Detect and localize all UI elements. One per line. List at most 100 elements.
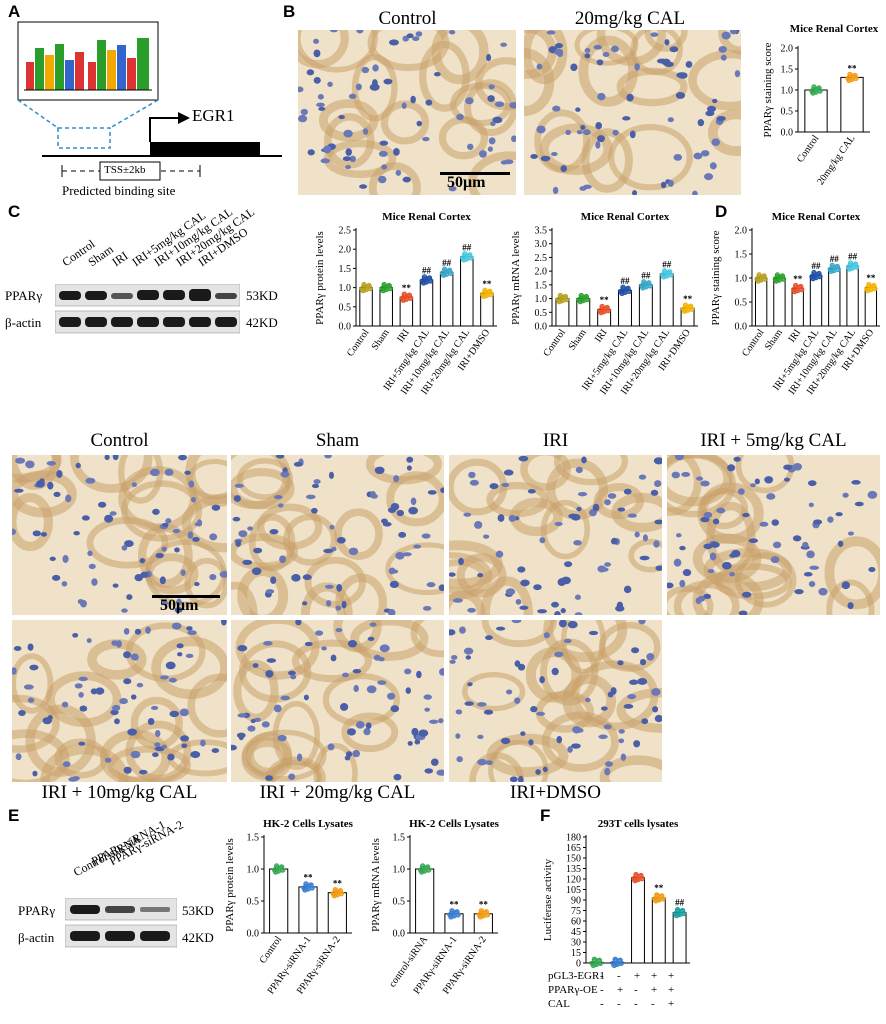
data-point [455, 912, 461, 918]
nucleus [288, 773, 296, 780]
nucleus [404, 668, 412, 675]
nucleus [627, 693, 637, 700]
nucleus [595, 141, 601, 149]
nucleus [540, 155, 551, 162]
nucleus [410, 95, 416, 104]
tubule [324, 113, 375, 169]
nucleus [369, 83, 380, 91]
nucleus [352, 669, 362, 674]
nucleus [554, 48, 564, 56]
nucleus [410, 497, 417, 506]
tubule [667, 455, 736, 518]
nucleus [597, 92, 606, 101]
nucleus [174, 547, 180, 553]
nucleus [623, 585, 632, 594]
nucleus [584, 697, 591, 703]
chart-c2: Mice Renal Cortex PPARγ mRNA levels 0.0 0.5… [510, 211, 698, 397]
nucleus [754, 478, 760, 485]
nucleus [496, 626, 506, 631]
nucleus [818, 587, 828, 596]
nucleus [53, 491, 61, 497]
nucleus [641, 718, 649, 725]
scale-bar-b [440, 172, 510, 175]
nucleus [379, 644, 390, 653]
y-tick-label: 1.0 [781, 86, 794, 97]
nucleus [401, 102, 407, 109]
data-point [481, 293, 487, 300]
data-point [484, 912, 491, 918]
nucleus [247, 526, 254, 531]
nucleus [317, 94, 324, 100]
nucleus [721, 31, 731, 40]
nucleus [430, 758, 439, 766]
tubule [12, 492, 53, 551]
nucleus [847, 531, 855, 536]
nucleus [565, 129, 571, 135]
data-point [647, 283, 653, 289]
data-point [556, 298, 563, 305]
nucleus [667, 582, 674, 589]
nucleus [615, 605, 625, 612]
nucleus [733, 456, 741, 462]
nucleus [265, 775, 274, 781]
data-point [309, 885, 315, 891]
nucleus [280, 695, 290, 701]
data-point [682, 302, 689, 308]
significance-marker: ## [675, 897, 685, 907]
data-point [660, 896, 666, 902]
nucleus [467, 682, 473, 687]
nucleus [664, 39, 670, 46]
y-tick-label: 120 [566, 875, 581, 886]
tubule [673, 580, 740, 615]
bar [439, 271, 454, 327]
tubule [334, 508, 383, 560]
nucleus [162, 522, 169, 527]
nucleus [396, 509, 405, 517]
data-point [401, 291, 408, 297]
nucleus [130, 653, 138, 661]
nucleus [139, 557, 146, 564]
tubule [231, 581, 258, 615]
bar [828, 267, 841, 327]
nucleus [604, 562, 612, 567]
nucleus [277, 734, 287, 742]
bar [419, 279, 434, 327]
nucleus [374, 466, 385, 475]
nucleus [393, 148, 400, 156]
nucleus [576, 506, 582, 512]
nucleus [584, 48, 591, 53]
gene-schematic [17, 21, 282, 181]
nucleus [46, 461, 56, 466]
nucleus [165, 661, 176, 670]
tubule [692, 533, 762, 584]
data-point [640, 285, 646, 291]
nucleus [78, 692, 84, 698]
nucleus [618, 729, 625, 734]
nucleus [555, 42, 564, 49]
nucleus [640, 658, 647, 666]
nucleus [155, 730, 161, 738]
x-tick-label: IRI [395, 327, 412, 344]
nucleus [597, 135, 605, 143]
significance-marker: ## [442, 258, 452, 268]
data-point [633, 871, 639, 878]
tubule [543, 620, 628, 663]
tubule [468, 151, 516, 195]
nucleus [87, 550, 93, 557]
y-tick-label: 1.5 [393, 833, 406, 844]
micrograph-ihc [449, 620, 662, 782]
nucleus [539, 676, 545, 684]
nucleus [837, 540, 844, 547]
nucleus [620, 753, 627, 761]
nucleus [341, 600, 347, 609]
nucleus [408, 506, 419, 515]
data-point [612, 956, 618, 963]
bar [327, 892, 347, 934]
nucleus [355, 721, 365, 729]
nucleus [329, 524, 335, 530]
data-point [811, 84, 817, 90]
nucleus [576, 130, 583, 135]
nucleus [564, 561, 573, 568]
nucleus [25, 460, 35, 469]
